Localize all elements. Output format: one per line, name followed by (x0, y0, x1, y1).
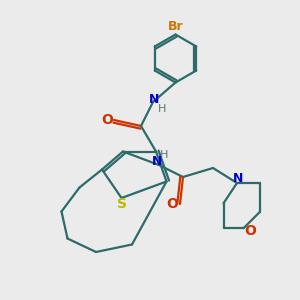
Text: O: O (244, 224, 256, 238)
Text: O: O (167, 197, 178, 211)
Text: H: H (160, 150, 169, 161)
Text: N: N (233, 172, 244, 185)
Text: N: N (149, 93, 160, 106)
Text: H: H (158, 104, 166, 115)
Text: Br: Br (168, 20, 183, 33)
Text: O: O (101, 113, 113, 127)
Text: N: N (152, 155, 163, 168)
Text: S: S (116, 197, 127, 211)
